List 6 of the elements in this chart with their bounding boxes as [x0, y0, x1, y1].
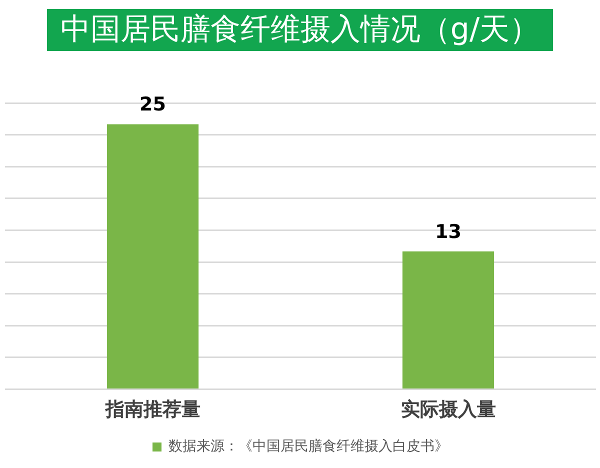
legend-label: 数据来源：《中国居民膳食纤维摄入白皮书》	[168, 438, 448, 455]
x-tick-label: 实际摄入量	[400, 398, 496, 421]
data-label: 13	[435, 220, 462, 243]
data-label: 25	[140, 94, 166, 116]
x-tick-label: 指南推荐量	[104, 398, 200, 421]
chart-title: 中国居民膳食纤维摄入情况（g/天）	[47, 9, 553, 51]
